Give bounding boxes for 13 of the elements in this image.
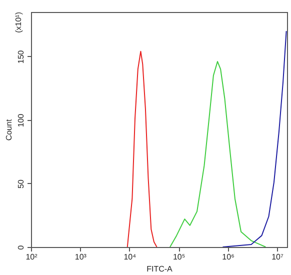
- text: (x10¹): [14, 12, 23, 33]
- y-tick-label: 0: [16, 244, 26, 250]
- x-tick-label: 10²: [26, 252, 38, 262]
- y-tick-label: 150: [16, 50, 26, 64]
- y-tick-label: 100: [16, 113, 26, 128]
- x-tick-label: 10⁴: [124, 252, 137, 262]
- x-tick-label: 10³: [74, 252, 87, 262]
- x-tick-label: 10⁷: [272, 252, 284, 262]
- y-tick-label: 50: [16, 178, 26, 188]
- x-axis-title: FITC-A: [146, 264, 174, 274]
- y-axis-title: Count: [4, 118, 14, 141]
- x-tick-label: 10⁵: [172, 252, 186, 262]
- x-tick-label: 10⁶: [222, 252, 234, 262]
